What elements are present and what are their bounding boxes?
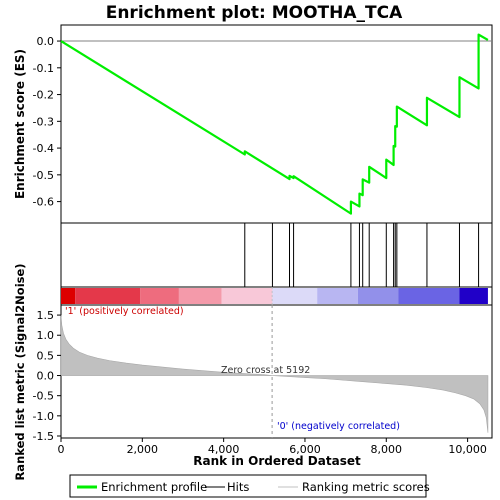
metric-tick-label-6: -1.5: [33, 430, 54, 443]
legend-profile-label: Enrichment profile: [101, 480, 207, 494]
heatmap-segment-3: [179, 288, 222, 304]
enrichment-profile: [61, 35, 492, 214]
heatmap-segment-9: [459, 288, 487, 304]
heatmap-segment-2: [140, 288, 179, 304]
es-tick-label-5: -0.5: [33, 169, 54, 182]
es-tick-label-6: -0.6: [33, 196, 54, 209]
metric-tick-label-2: 0.5: [37, 349, 55, 362]
metric-tick-label-1: 1.0: [37, 329, 55, 342]
metric-y-axis-label: Ranked list metric (Signal2Noise): [13, 263, 27, 480]
legend-hits-label: Hits: [227, 480, 249, 494]
heatmap-bar: [61, 288, 488, 304]
x-tick-label-4: 8,000: [371, 443, 403, 456]
es-tick-label-1: -0.1: [33, 62, 54, 75]
es-tick-label-2: -0.2: [33, 89, 54, 102]
metric-tick-label-5: -1.0: [33, 410, 54, 423]
heatmap-segment-1: [75, 288, 140, 304]
negative-correlation-label: '0' (negatively correlated): [277, 421, 400, 432]
x-tick-label-0: 0: [58, 443, 65, 456]
metric-tick-label-0: 1.5: [37, 309, 55, 322]
heatmap-segment-7: [358, 288, 399, 304]
x-tick-label-5: 10,000: [448, 443, 487, 456]
heatmap-segment-4: [222, 288, 273, 304]
heatmap-segment-8: [398, 288, 459, 304]
es-tick-label-4: -0.4: [33, 142, 54, 155]
positive-correlation-label: '1' (positively correlated): [65, 306, 184, 317]
heatmap-segment-5: [272, 288, 317, 304]
es-tick-label-3: -0.3: [33, 115, 54, 128]
enrichment-profile-line: [61, 35, 488, 214]
chart-title: Enrichment plot: MOOTHA_TCA: [106, 3, 403, 23]
axis-ticks: 0 2,000 4,000 6,000 8,000 10,0000.0-0.1-0.2-0…: [33, 35, 487, 456]
heatmap-segment-0: [61, 288, 75, 304]
x-axis-label: Rank in Ordered Dataset: [193, 454, 361, 468]
heatmap-segment-6: [317, 288, 358, 304]
x-tick-label-1: 2,000: [127, 443, 159, 456]
legend: Enrichment profile Hits Ranking metric s…: [70, 475, 430, 497]
metric-tick-label-3: 0.0: [37, 370, 55, 383]
es-tick-label-0: 0.0: [37, 35, 55, 48]
hit-lines: [245, 223, 479, 287]
legend-metric-label: Ranking metric scores: [302, 480, 430, 494]
metric-tick-label-4: -0.5: [33, 390, 54, 403]
zero-cross-label: Zero cross at 5192: [221, 365, 310, 376]
es-y-axis-label: Enrichment score (ES): [13, 49, 27, 199]
